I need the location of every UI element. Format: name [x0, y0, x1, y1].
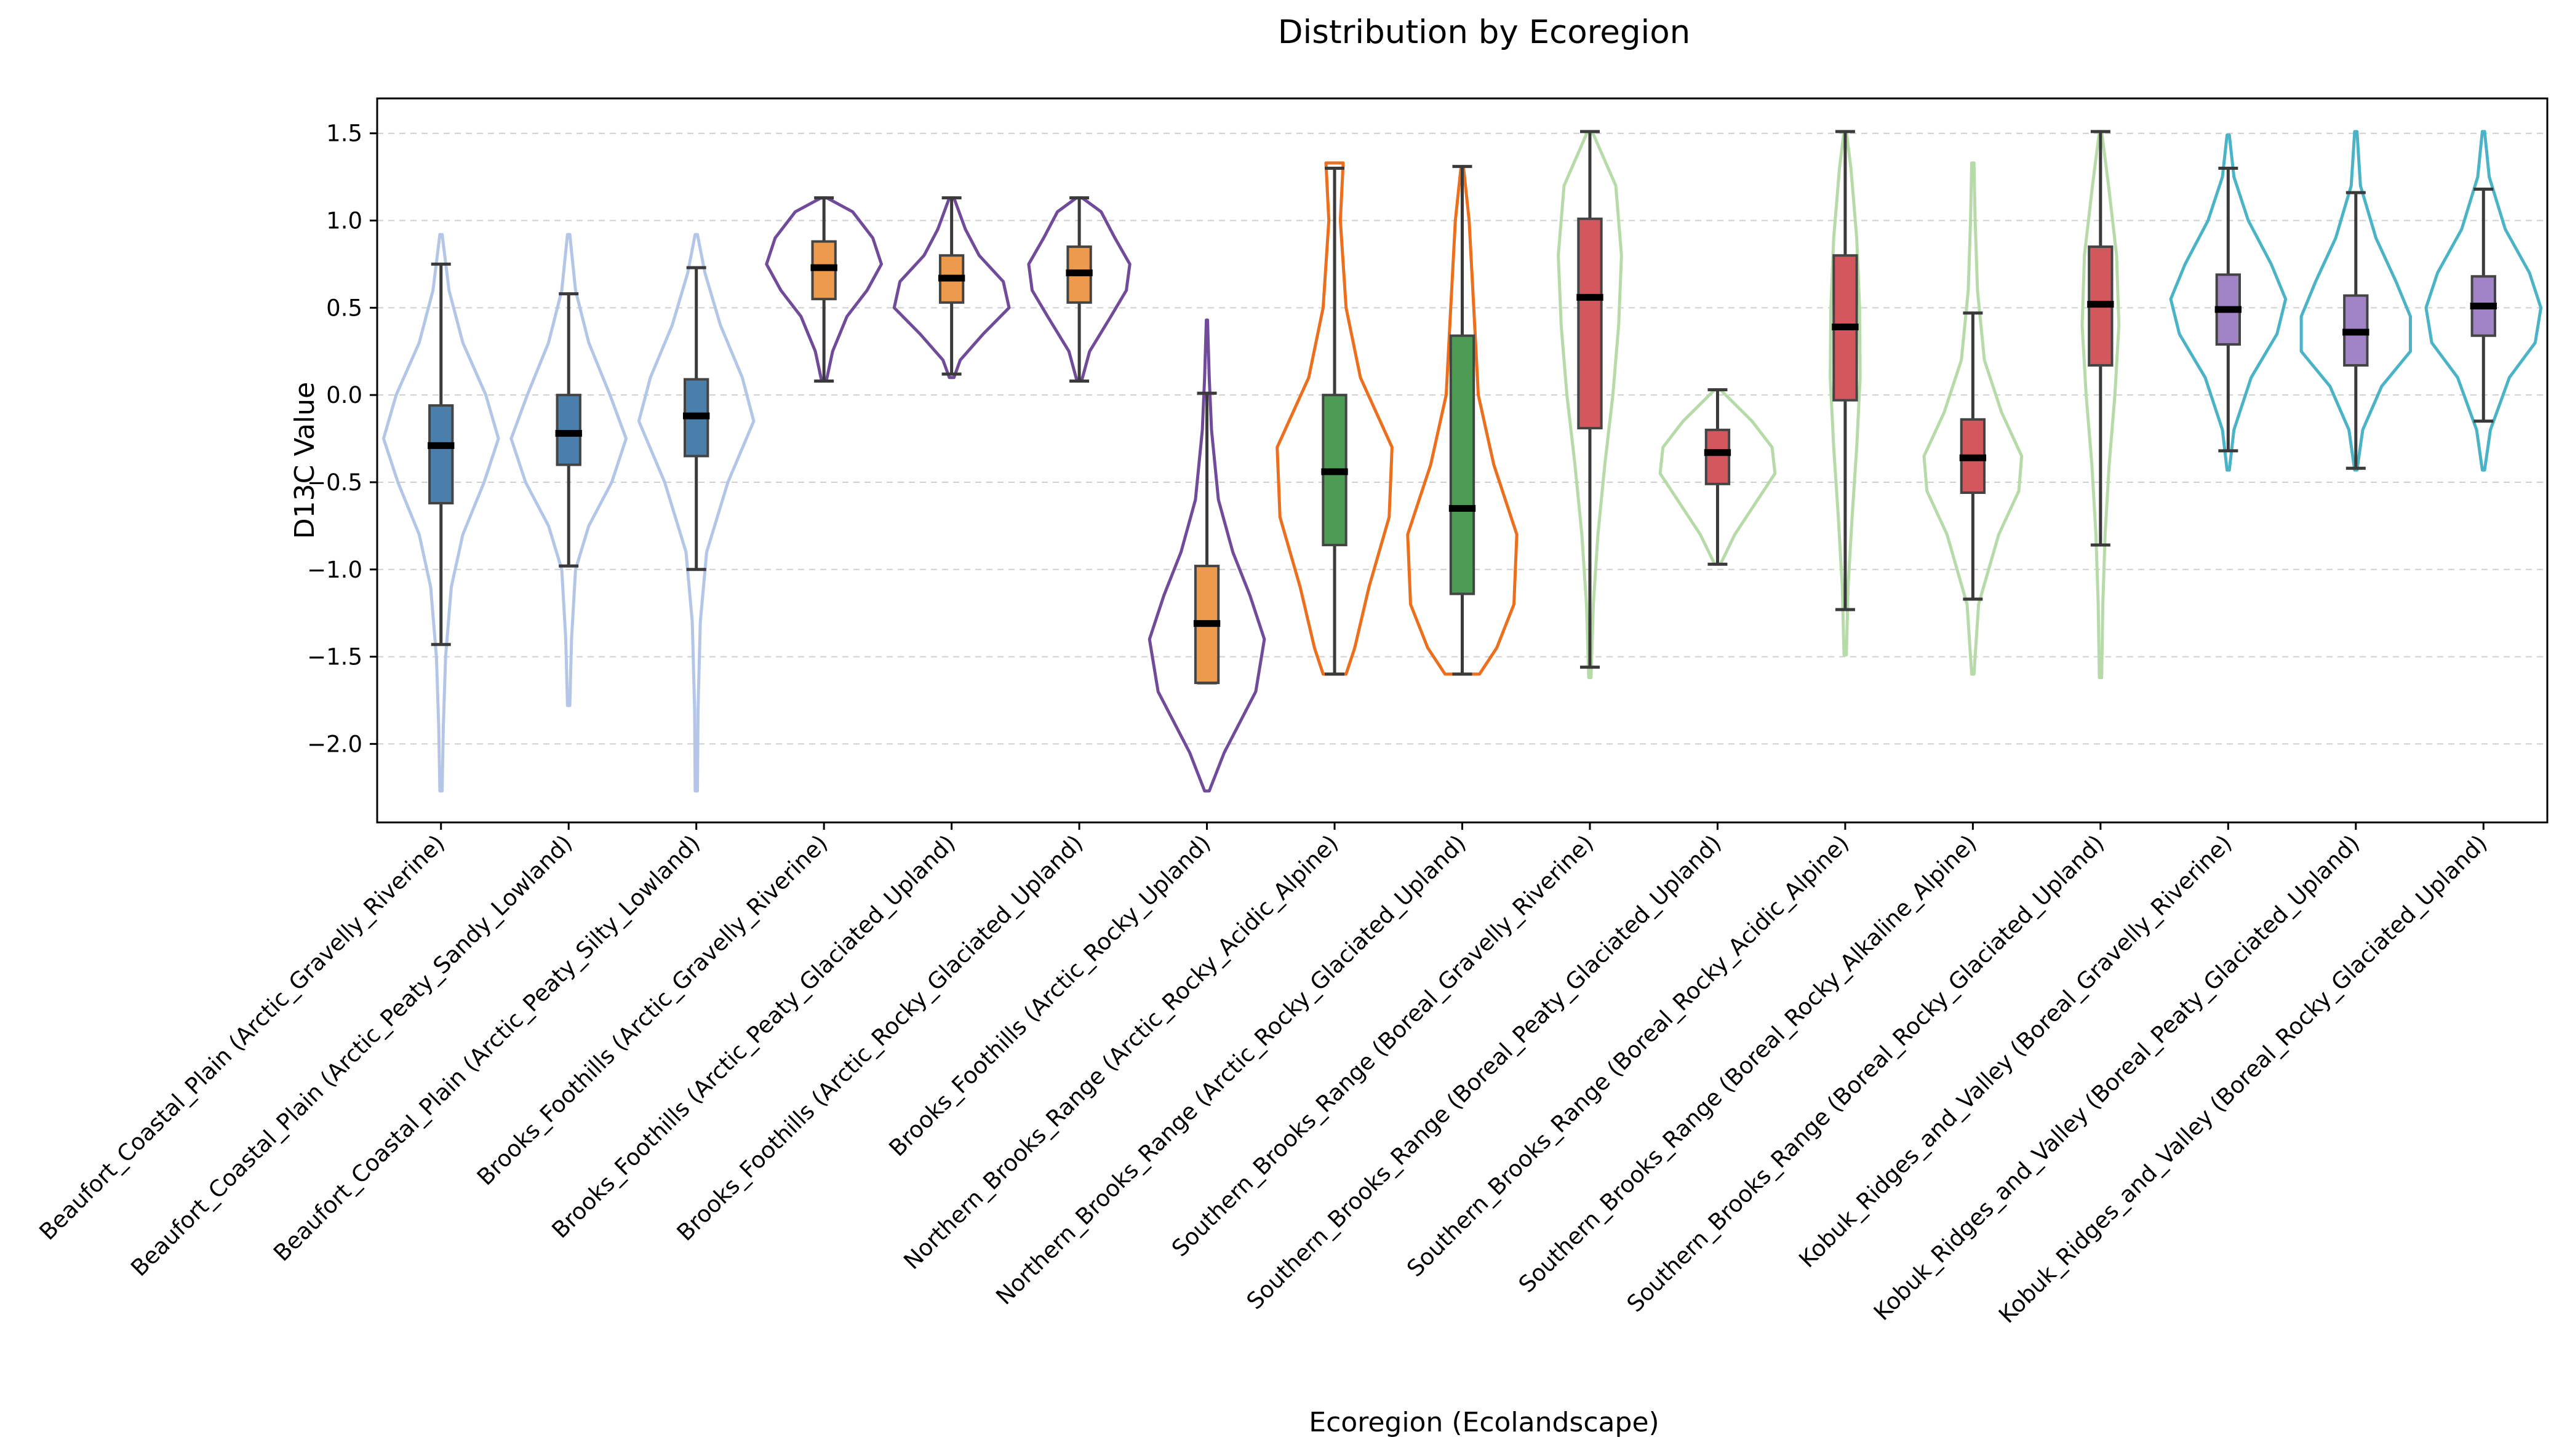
violin-shape: [2169, 133, 2288, 472]
x-tick-label: Beaufort_Coastal_Plain (Arctic_Peaty_San…: [126, 830, 577, 1281]
y-tick-label: 0.0: [326, 382, 362, 408]
x-axis: Beaufort_Coastal_Plain (Arctic_Gravelly_…: [34, 822, 2493, 1329]
iqr-box: [556, 394, 581, 466]
x-tick-label: Northern_Brooks_Range (Arctic_Rocky_Acid…: [898, 830, 1343, 1275]
x-tick-label: Kobuk_Ridges_and_Valley (Boreal_Rocky_Gl…: [1994, 830, 2493, 1329]
iqr-box: [1449, 334, 1475, 595]
x-tick-label: Southern_Brooks_Range (Boreal_Rocky_Alka…: [1514, 830, 1982, 1298]
x-tick-label: Southern_Brooks_Range (Boreal_Rocky_Acid…: [1402, 830, 1854, 1282]
x-tick-label: Southern_Brooks_Range (Boreal_Peaty_Glac…: [1242, 830, 1727, 1315]
violin-shape: [637, 233, 756, 793]
y-axis: −2.0 −1.5 −1.0 −0.5 0.0 0.5 1.0 1.5: [307, 121, 377, 757]
violin-shape: [2424, 130, 2543, 472]
y-axis-label: D13C Value: [289, 382, 321, 539]
y-tick-label: 0.5: [326, 295, 362, 321]
y-tick-label: 1.5: [326, 121, 362, 147]
y-tick-label: −1.0: [307, 557, 362, 583]
x-tick-label: Kobuk_Ridges_and_Valley (Boreal_Gravelly…: [1794, 830, 2237, 1273]
iqr-box: [1704, 428, 1731, 485]
violin-shape: [2299, 130, 2412, 472]
x-tick-label: Northern_Brooks_Range (Arctic_Rocky_Glac…: [991, 830, 1471, 1310]
y-tick-label: −2.0: [307, 731, 362, 757]
violin-shape: [1148, 318, 1266, 793]
y-tick-label: 1.0: [326, 208, 362, 234]
gridlines: [377, 132, 2547, 745]
violin-shape: [381, 233, 500, 793]
y-tick-label: −1.5: [307, 644, 362, 670]
x-tick-label: Southern_Brooks_Range (Boreal_Rocky_Glac…: [1622, 830, 2110, 1318]
boxes-layer: [428, 130, 2497, 685]
x-tick-label: Beaufort_Coastal_Plain (Arctic_Peaty_Sil…: [268, 830, 705, 1267]
iqr-box: [428, 404, 454, 504]
violin-shape: [1922, 161, 2024, 676]
violin-shape: [1276, 161, 1394, 676]
violin-shape: [509, 233, 628, 707]
iqr-box: [1577, 217, 1603, 430]
x-axis-label: Ecoregion (Ecolandscape): [1309, 1407, 1659, 1438]
chart-title: Distribution by Ecoregion: [1278, 14, 1691, 51]
y-tick-label: −0.5: [307, 469, 362, 496]
x-tick-label: Southern_Brooks_Range (Boreal_Gravelly_R…: [1167, 830, 1599, 1262]
x-tick-label: Kobuk_Ridges_and_Valley (Boreal_Peaty_Gl…: [1869, 830, 2365, 1326]
